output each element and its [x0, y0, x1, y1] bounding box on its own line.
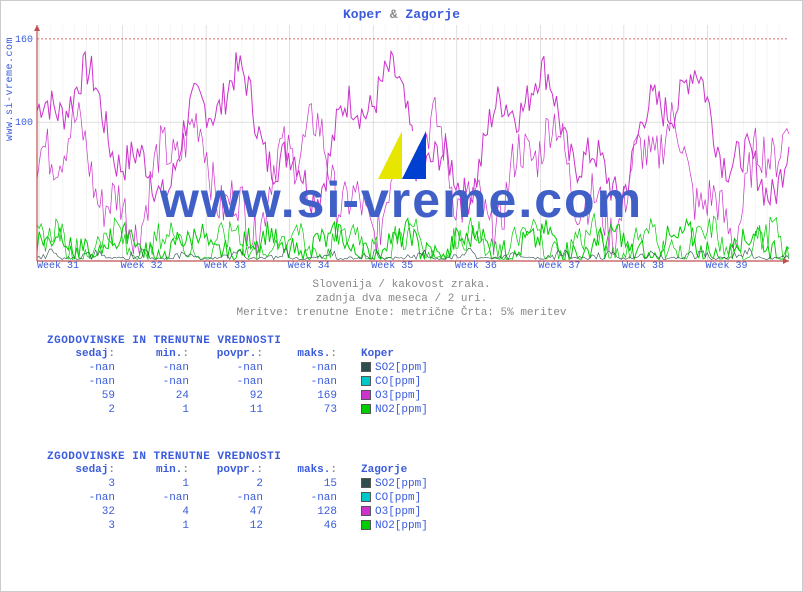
- col-header: maks.:: [269, 347, 343, 361]
- color-swatch: [361, 390, 371, 400]
- color-swatch: [361, 362, 371, 372]
- stat-cell: 4: [121, 505, 195, 519]
- legend-cell: NO2[ppm]: [343, 403, 434, 417]
- title-sep: &: [390, 7, 398, 22]
- subtitle-1: Slovenija / kakovost zraka.: [1, 279, 802, 291]
- x-tick-label: Week 32: [121, 261, 205, 272]
- stat-cell: -nan: [269, 491, 343, 505]
- col-header: povpr.:: [195, 347, 269, 361]
- section-title: ZGODOVINSKE IN TRENUTNE VREDNOSTI: [47, 451, 434, 463]
- x-tick-label: Week 31: [37, 261, 121, 272]
- stat-cell: 169: [269, 389, 343, 403]
- stat-cell: 128: [269, 505, 343, 519]
- col-header: sedaj:: [47, 347, 121, 361]
- stat-cell: 2: [195, 477, 269, 491]
- stat-cell: 32: [47, 505, 121, 519]
- table-row: 31215SO2[ppm]: [47, 477, 434, 491]
- table-row: -nan-nan-nan-nanCO[ppm]: [47, 375, 434, 389]
- stat-cell: -nan: [47, 491, 121, 505]
- legend-cell: O3[ppm]: [343, 389, 434, 403]
- stat-cell: 11: [195, 403, 269, 417]
- stat-cell: 59: [47, 389, 121, 403]
- title-b: Zagorje: [405, 7, 460, 22]
- x-tick-label: Week 39: [706, 261, 790, 272]
- stat-cell: 1: [121, 519, 195, 533]
- color-swatch: [361, 478, 371, 488]
- x-axis-labels: Week 31Week 32Week 33Week 34Week 35Week …: [37, 261, 789, 272]
- stat-cell: -nan: [121, 491, 195, 505]
- x-tick-label: Week 34: [288, 261, 372, 272]
- stats-section-zagorje: ZGODOVINSKE IN TRENUTNE VREDNOSTIsedaj:m…: [47, 451, 434, 533]
- stat-cell: 2: [47, 403, 121, 417]
- stat-cell: 15: [269, 477, 343, 491]
- stat-cell: -nan: [121, 375, 195, 389]
- col-header: povpr.:: [195, 463, 269, 477]
- stat-cell: 92: [195, 389, 269, 403]
- line-chart: 100160: [37, 25, 789, 261]
- stat-cell: -nan: [195, 361, 269, 375]
- section-title: ZGODOVINSKE IN TRENUTNE VREDNOSTI: [47, 335, 434, 347]
- color-swatch: [361, 404, 371, 414]
- col-header: min.:: [121, 463, 195, 477]
- legend-cell: CO[ppm]: [343, 375, 434, 389]
- table-row: 211173NO2[ppm]: [47, 403, 434, 417]
- stat-cell: 1: [121, 403, 195, 417]
- stats-table: sedaj:min.:povpr.:maks.:Zagorje31215SO2[…: [47, 463, 434, 533]
- stat-cell: -nan: [195, 491, 269, 505]
- stat-cell: 3: [47, 477, 121, 491]
- table-row: 592492169O3[ppm]: [47, 389, 434, 403]
- stat-cell: 1: [121, 477, 195, 491]
- stat-cell: 47: [195, 505, 269, 519]
- legend-cell: SO2[ppm]: [343, 361, 434, 375]
- stat-cell: -nan: [47, 375, 121, 389]
- stat-cell: 3: [47, 519, 121, 533]
- legend-cell: NO2[ppm]: [343, 519, 434, 533]
- subtitle-3: Meritve: trenutne Enote: metrične Črta: …: [1, 307, 802, 319]
- col-header: min.:: [121, 347, 195, 361]
- x-tick-label: Week 33: [204, 261, 288, 272]
- table-row: -nan-nan-nan-nanCO[ppm]: [47, 491, 434, 505]
- stat-cell: -nan: [47, 361, 121, 375]
- stat-cell: -nan: [195, 375, 269, 389]
- stat-cell: 46: [269, 519, 343, 533]
- color-swatch: [361, 376, 371, 386]
- svg-text:100: 100: [15, 118, 33, 129]
- x-tick-label: Week 38: [622, 261, 706, 272]
- stat-cell: -nan: [269, 361, 343, 375]
- stat-cell: 73: [269, 403, 343, 417]
- location-header: Zagorje: [343, 463, 434, 477]
- stat-cell: -nan: [121, 361, 195, 375]
- legend-cell: CO[ppm]: [343, 491, 434, 505]
- table-row: -nan-nan-nan-nanSO2[ppm]: [47, 361, 434, 375]
- stat-cell: -nan: [269, 375, 343, 389]
- chart-area: 100160: [37, 25, 789, 261]
- chart-title: Koper & Zagorje: [1, 7, 802, 22]
- x-tick-label: Week 35: [371, 261, 455, 272]
- title-a: Koper: [343, 7, 382, 22]
- legend-cell: O3[ppm]: [343, 505, 434, 519]
- stat-cell: 24: [121, 389, 195, 403]
- col-header: sedaj:: [47, 463, 121, 477]
- subtitle-2: zadnja dva meseca / 2 uri.: [1, 293, 802, 305]
- color-swatch: [361, 492, 371, 502]
- x-tick-label: Week 37: [538, 261, 622, 272]
- col-header: maks.:: [269, 463, 343, 477]
- svg-text:160: 160: [15, 35, 33, 46]
- table-row: 311246NO2[ppm]: [47, 519, 434, 533]
- color-swatch: [361, 520, 371, 530]
- stats-section-koper: ZGODOVINSKE IN TRENUTNE VREDNOSTIsedaj:m…: [47, 335, 434, 417]
- stats-table: sedaj:min.:povpr.:maks.:Koper-nan-nan-na…: [47, 347, 434, 417]
- stat-cell: 12: [195, 519, 269, 533]
- color-swatch: [361, 506, 371, 516]
- location-header: Koper: [343, 347, 434, 361]
- x-tick-label: Week 36: [455, 261, 539, 272]
- legend-cell: SO2[ppm]: [343, 477, 434, 491]
- table-row: 32447128O3[ppm]: [47, 505, 434, 519]
